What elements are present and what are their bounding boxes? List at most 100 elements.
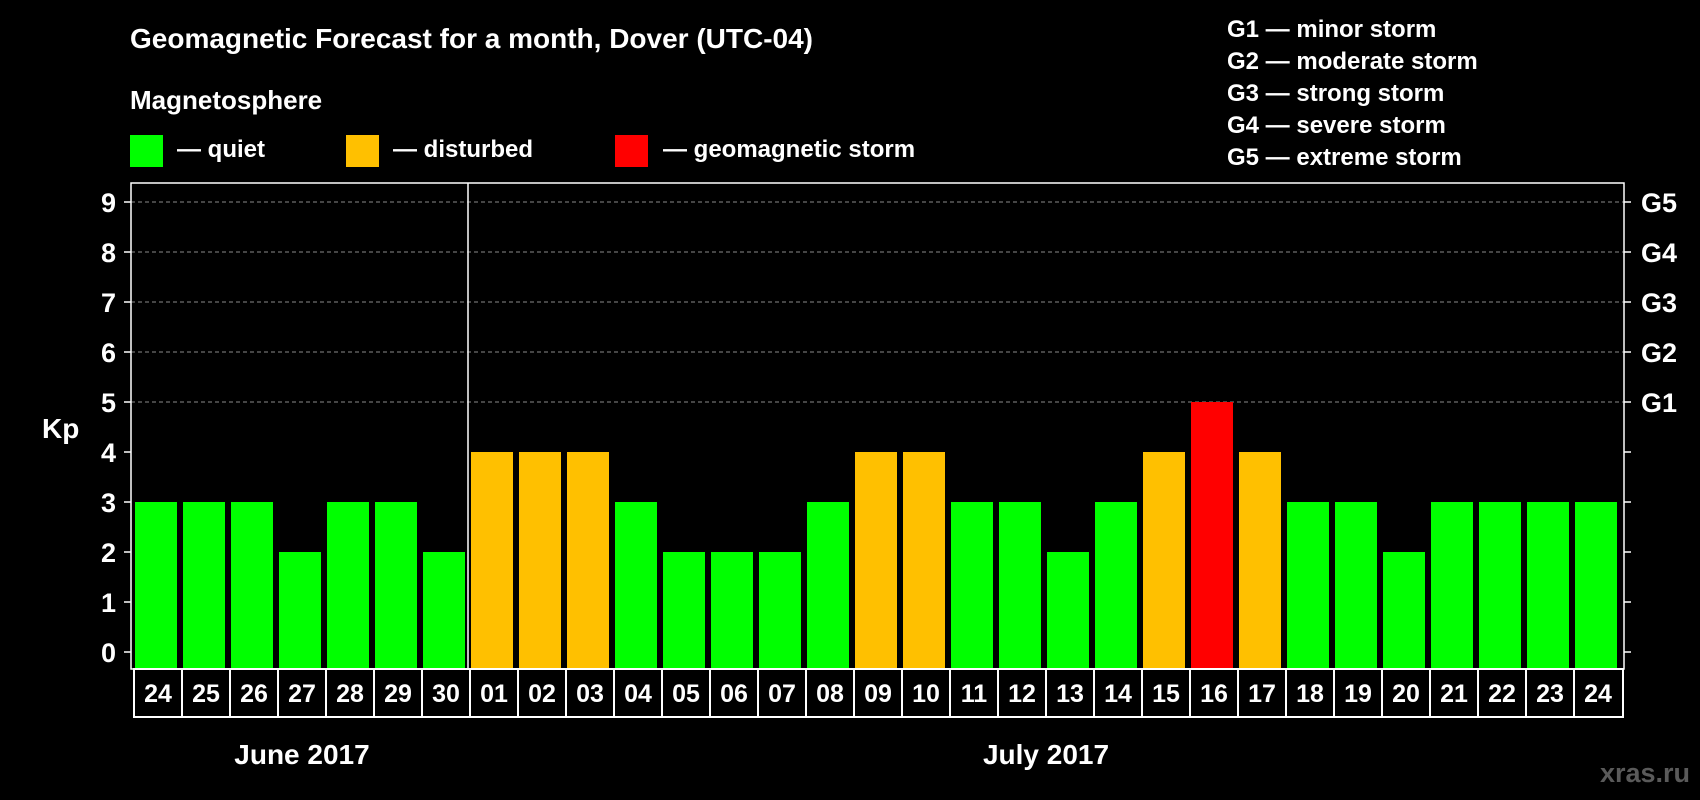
bar — [711, 552, 753, 669]
date-label: 23 — [1536, 680, 1564, 708]
bar — [279, 552, 321, 669]
date-label: 30 — [432, 680, 460, 708]
date-label: 10 — [912, 680, 940, 708]
bar — [423, 552, 465, 669]
date-label: 25 — [192, 680, 220, 708]
date-label: 27 — [288, 680, 316, 708]
date-label: 21 — [1440, 680, 1468, 708]
date-label: 24 — [144, 680, 172, 708]
date-label: 01 — [480, 680, 508, 708]
legend-item-disturbed: — disturbed — [346, 135, 533, 167]
bar — [903, 452, 945, 669]
bar — [1191, 402, 1233, 669]
date-label: 03 — [576, 680, 604, 708]
date-label: 19 — [1344, 680, 1372, 708]
bar — [471, 452, 513, 669]
date-row-border — [133, 668, 1624, 718]
y-tick-label: 8 — [101, 238, 116, 268]
y-tick-label: 0 — [101, 638, 116, 668]
date-label: 15 — [1152, 680, 1180, 708]
storm-level-g4: G4 — severe storm — [1227, 112, 1446, 139]
date-label: 18 — [1296, 680, 1324, 708]
date-label: 05 — [672, 680, 700, 708]
storm-level-g5: G5 — extreme storm — [1227, 144, 1462, 171]
date-label: 14 — [1104, 680, 1132, 708]
date-label: 02 — [528, 680, 556, 708]
legend-item-quiet: — quiet — [130, 135, 265, 167]
bar — [567, 452, 609, 669]
bar — [375, 502, 417, 669]
bar — [231, 502, 273, 669]
legend-swatch-quiet — [130, 135, 163, 167]
y-tick-label: 2 — [101, 538, 116, 568]
bar — [615, 502, 657, 669]
bar — [1527, 502, 1569, 669]
y-axis-title: Kp — [42, 413, 79, 444]
bar — [327, 502, 369, 669]
month-labels: June 2017 July 2017 — [234, 739, 1109, 770]
legend-swatch-storm — [615, 135, 648, 167]
bar — [1575, 502, 1617, 669]
date-label: 04 — [624, 680, 652, 708]
storm-level-g2: G2 — moderate storm — [1227, 48, 1478, 75]
date-label: 20 — [1392, 680, 1420, 708]
date-label: 16 — [1200, 680, 1228, 708]
bar — [855, 452, 897, 669]
date-labels: 24 25 26 27 28 29 30 01 02 03 04 05 06 07 08 09 10 11 12 13… — [133, 668, 1624, 718]
right-tick-label: G2 — [1641, 338, 1677, 368]
y-tick-label: 6 — [101, 338, 116, 368]
bar — [1383, 552, 1425, 669]
bars — [135, 402, 1617, 669]
legend-title: Magnetosphere — [130, 85, 322, 115]
bar — [807, 502, 849, 669]
y-tick-label: 3 — [101, 488, 116, 518]
bar — [1431, 502, 1473, 669]
bar — [519, 452, 561, 669]
y-tick-label: 5 — [101, 388, 116, 418]
y-tick-label: 9 — [101, 188, 116, 218]
date-label: 08 — [816, 680, 844, 708]
bar — [999, 502, 1041, 669]
date-label: 09 — [864, 680, 892, 708]
date-label: 07 — [768, 680, 796, 708]
chart-title: Geomagnetic Forecast for a month, Dover … — [130, 23, 813, 54]
y-tick-label: 7 — [101, 288, 116, 318]
gridlines — [131, 201, 1624, 403]
date-label: 12 — [1008, 680, 1036, 708]
legend-label-storm: — geomagnetic storm — [663, 136, 915, 163]
month-label: June 2017 — [234, 739, 369, 770]
date-label: 13 — [1056, 680, 1084, 708]
right-axis-ticks: G1 G2 G3 G4 G5 — [1624, 188, 1677, 653]
right-tick-label: G4 — [1641, 238, 1677, 268]
date-label: 06 — [720, 680, 748, 708]
bar — [1479, 502, 1521, 669]
legend-label-disturbed: — disturbed — [393, 136, 533, 163]
watermark: xras.ru — [1600, 758, 1690, 788]
right-tick-label: G1 — [1641, 388, 1677, 418]
bar — [183, 502, 225, 669]
month-label: July 2017 — [983, 739, 1109, 770]
legend-label-quiet: — quiet — [177, 136, 265, 163]
legend: — quiet — disturbed — geomagnetic storm — [130, 135, 915, 167]
right-tick-label: G5 — [1641, 188, 1677, 218]
bar — [1047, 552, 1089, 669]
storm-level-g3: G3 — strong storm — [1227, 80, 1444, 107]
bar — [1239, 452, 1281, 669]
bar — [1335, 502, 1377, 669]
legend-item-storm: — geomagnetic storm — [615, 135, 915, 167]
date-label: 17 — [1248, 680, 1276, 708]
date-label: 26 — [240, 680, 268, 708]
storm-level-g1: G1 — minor storm — [1227, 16, 1436, 43]
bar — [1143, 452, 1185, 669]
legend-swatch-disturbed — [346, 135, 379, 167]
bar — [951, 502, 993, 669]
bar — [663, 552, 705, 669]
date-label: 24 — [1584, 680, 1612, 708]
date-label: 22 — [1488, 680, 1516, 708]
y-tick-label: 4 — [101, 438, 116, 468]
bar — [759, 552, 801, 669]
bar — [135, 502, 177, 669]
y-axis-ticks: 0 1 2 3 4 5 6 7 8 9 — [101, 188, 131, 668]
date-label: 11 — [961, 680, 988, 708]
